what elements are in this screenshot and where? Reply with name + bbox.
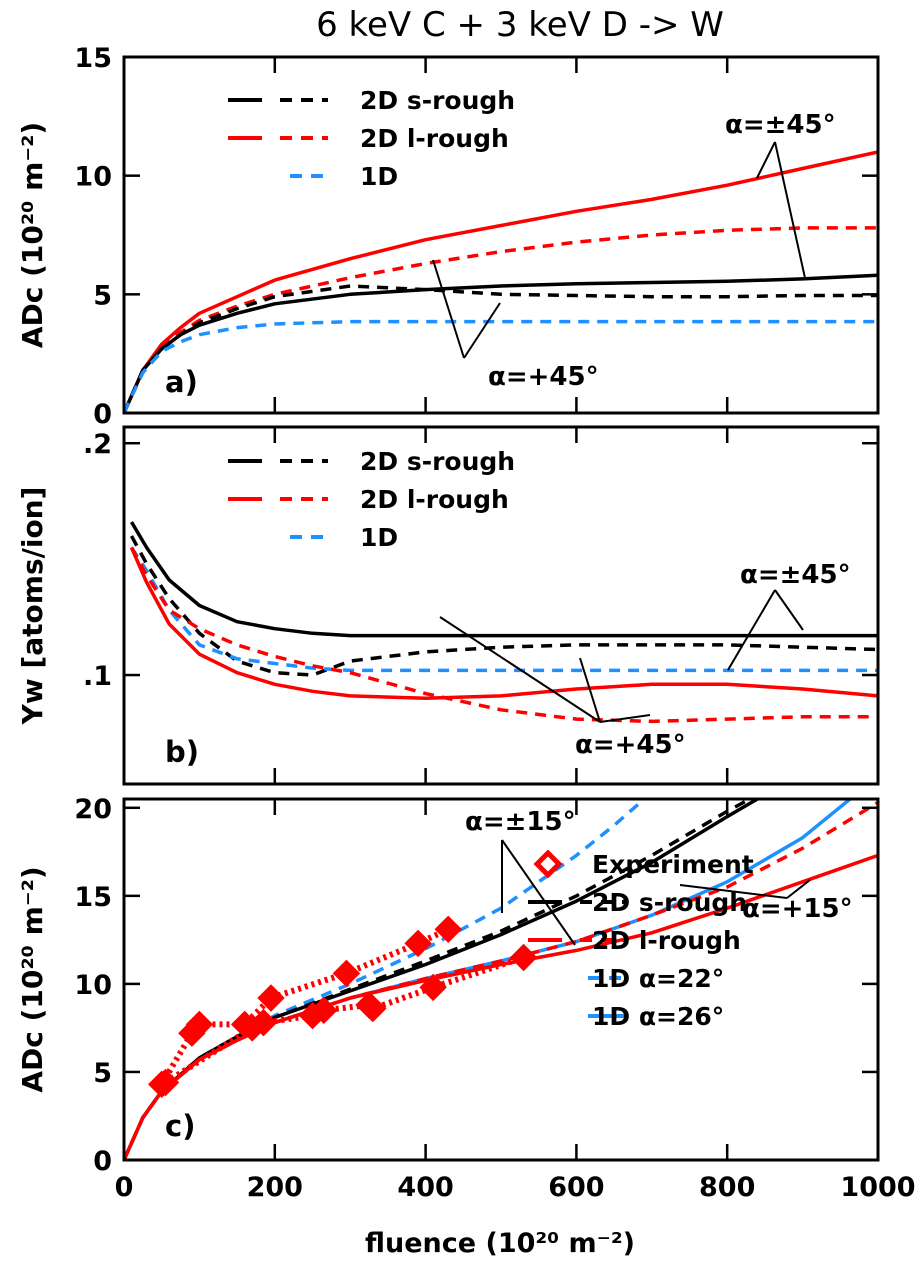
- series-line-4: [129, 546, 878, 724]
- y-axis-label: Yw [atoms/ion]: [16, 487, 49, 726]
- series-line-2: [129, 535, 878, 677]
- annotation-label: α=±45°: [740, 560, 851, 590]
- series-group: [124, 799, 878, 1160]
- data-point-marker: [310, 996, 338, 1025]
- series-line-2: [124, 226, 878, 413]
- data-point-marker: [185, 1010, 214, 1039]
- series-line-1: [129, 521, 878, 638]
- annotation-label: α=±15°: [465, 807, 576, 837]
- plot-frame: [122, 797, 880, 1162]
- y-tick-label: .1: [83, 661, 112, 692]
- annotation-leader-line: [774, 589, 804, 631]
- x-tick-label: 1000: [840, 1172, 915, 1203]
- panel-label: b): [165, 735, 199, 769]
- plot-frame: [122, 425, 880, 786]
- series-line-7: [159, 926, 450, 1086]
- data-point-marker: [434, 915, 462, 944]
- annotation-leader-line: [463, 302, 501, 359]
- annotation-leader-line: [774, 141, 806, 279]
- legend-label: 1D α=26°: [592, 1002, 724, 1031]
- data-point-marker: [419, 973, 447, 1002]
- panel-a: 0 5 10 15 ADc (10²⁰ m⁻²) a) 2D s-rough 2D l-rou…: [16, 43, 880, 430]
- series-line-5: [124, 319, 878, 413]
- legend-label: 1D α=22°: [592, 964, 724, 993]
- panel-label: a): [165, 365, 198, 399]
- annotation-leader-line: [599, 714, 651, 723]
- annotation-leader-line: [727, 589, 776, 671]
- y-tick-label: 5: [93, 280, 112, 311]
- y-tick-label: 15: [74, 882, 112, 913]
- legend-marker: [533, 849, 563, 879]
- annotation-label: α=+45°: [575, 730, 686, 760]
- legend-label: Experiment: [592, 850, 754, 879]
- x-tick-label: 200: [247, 1172, 303, 1203]
- data-point-marker: [332, 959, 361, 988]
- x-axis-label: fluence (10²⁰ m⁻²): [365, 1228, 635, 1259]
- y-axis-label: ADc (10²⁰ m⁻²): [16, 866, 49, 1092]
- series-line-1: [124, 799, 646, 1160]
- annotation-leader-line: [679, 884, 788, 899]
- y-tick-label: 0: [93, 1146, 112, 1177]
- y-tick-label: 0: [93, 399, 112, 430]
- legend-label: 1D: [360, 162, 398, 191]
- legend-label: 1D: [360, 523, 398, 552]
- annotation-leader-line: [756, 141, 776, 179]
- legend-label: 2D l-rough: [360, 485, 509, 514]
- y-axis-label: ADc (10²⁰ m⁻²): [16, 122, 49, 348]
- series-line-5: [129, 546, 878, 700]
- series-line-3: [130, 546, 878, 673]
- chart-title: 6 keV C + 3 keV D -> W: [316, 5, 724, 45]
- data-point-marker: [509, 943, 538, 972]
- legend-label: 2D l-rough: [592, 926, 741, 955]
- series-group: [124, 150, 878, 413]
- x-tick-label: 800: [699, 1172, 755, 1203]
- annotation-leader-line: [439, 616, 601, 723]
- data-point-marker: [359, 994, 387, 1023]
- series-line-4: [124, 284, 878, 413]
- annotation-leader-line: [432, 259, 465, 359]
- series-group: [129, 521, 878, 724]
- annotation-leader-line: [579, 657, 601, 723]
- y-tick-label: .2: [83, 429, 112, 460]
- annotation-leader-line: [786, 879, 811, 899]
- y-tick-label: 10: [74, 970, 112, 1001]
- data-point-marker: [404, 929, 432, 958]
- data-point-marker: [151, 1068, 180, 1097]
- legend-label: 2D s-rough: [360, 86, 515, 115]
- annotation-label: α=±45°: [725, 110, 836, 140]
- panel-b: .1 .2 Yw [atoms/ion] b) 2D s-rough 2D l-rough…: [16, 425, 880, 786]
- annotation-label: α=+45°: [488, 362, 599, 392]
- legend-label: 2D l-rough: [360, 124, 509, 153]
- panel-label: c): [165, 1109, 195, 1143]
- x-tick-label: 0: [115, 1172, 134, 1203]
- x-tick-label: 400: [397, 1172, 453, 1203]
- data-point-marker: [257, 984, 285, 1012]
- legend-label: 2D s-rough: [360, 447, 515, 476]
- y-tick-label: 15: [74, 43, 112, 74]
- series-line-1: [124, 150, 878, 413]
- y-tick-label: 10: [74, 162, 112, 193]
- annotation-leader-line: [501, 839, 576, 946]
- y-tick-label: 5: [93, 1058, 112, 1089]
- legend-label: 2D s-rough: [592, 888, 747, 917]
- y-tick-label: 20: [74, 794, 112, 825]
- data-point-marker: [249, 1008, 278, 1037]
- x-tick-label: 600: [548, 1172, 604, 1203]
- annotation-label: α=+15°: [742, 894, 853, 924]
- plot-frame: [122, 55, 880, 415]
